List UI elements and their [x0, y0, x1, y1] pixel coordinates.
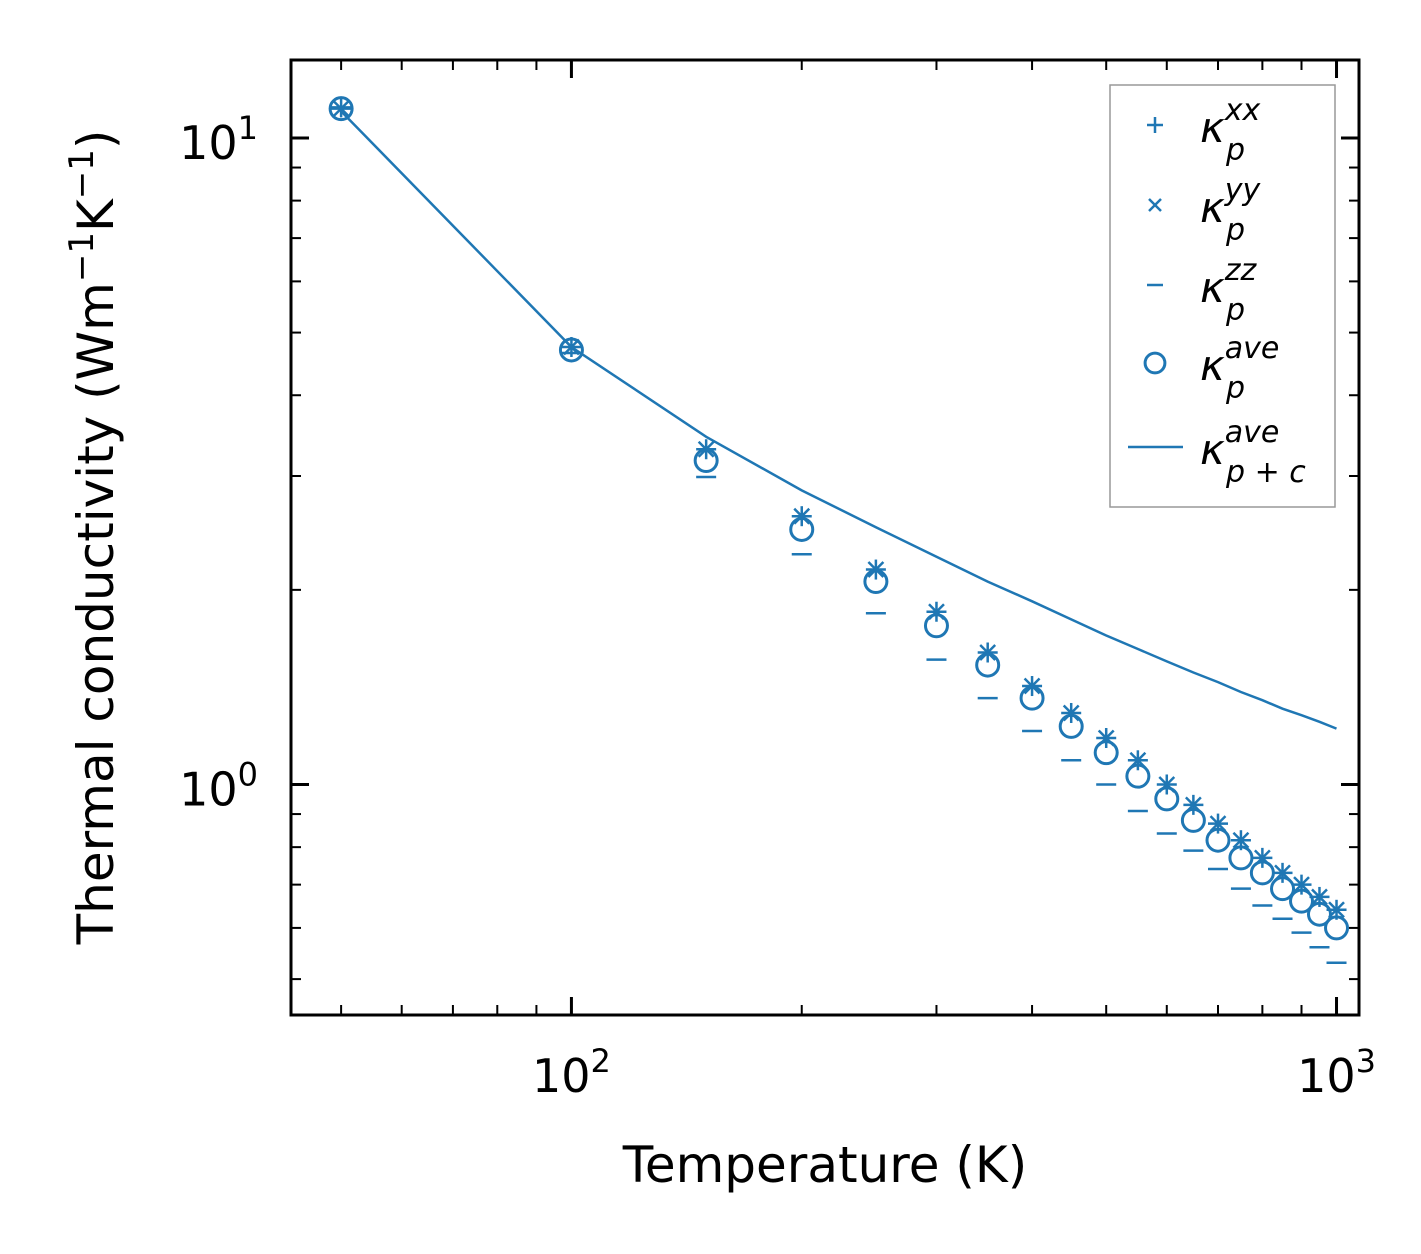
y-tick-label-exp: 0	[238, 755, 258, 793]
data-point	[1205, 827, 1231, 853]
data-point-b	[979, 644, 997, 661]
data-point	[558, 337, 584, 363]
data-point	[1289, 888, 1315, 914]
y-tick-label-base: 10	[179, 762, 238, 816]
legend-label-base: κ	[1200, 341, 1225, 390]
data-point	[1293, 876, 1310, 894]
data-point	[1306, 901, 1332, 927]
x-axis-label: Temperature (K)	[622, 1136, 1027, 1194]
legend-marker-b	[1148, 198, 1162, 212]
legend-label-sup: ave	[1225, 331, 1280, 366]
major-ticks	[291, 60, 1359, 1015]
data-point-b	[1311, 888, 1328, 906]
data-point	[975, 652, 1001, 678]
legend-label-sup: zz	[1224, 253, 1258, 288]
data-point-b	[1209, 815, 1227, 832]
minor-ticks	[291, 60, 1359, 1015]
legend-label-base: κ	[1200, 183, 1225, 232]
legend-marker	[1143, 351, 1167, 375]
data-point	[863, 569, 889, 595]
data-point	[789, 516, 815, 542]
data-point	[1180, 807, 1206, 833]
legend-label-base: κ	[1200, 263, 1225, 312]
series-kappa_p_zz	[331, 107, 1347, 964]
data-point	[1209, 815, 1227, 832]
data-point	[693, 448, 719, 474]
legend-entry: κxx p	[1147, 93, 1261, 168]
data-point	[1228, 845, 1254, 871]
legend-label: κxx p	[1200, 93, 1261, 168]
legend-label-sub: p	[1225, 133, 1245, 168]
x-tick-label-exp: 3	[1356, 1042, 1376, 1080]
data-point	[1270, 876, 1296, 902]
legend-entry: κave p + c	[1128, 415, 1306, 490]
legend-box	[1109, 84, 1336, 508]
legend-label-sup: yy	[1224, 173, 1262, 208]
x-tick-label-base: 10	[532, 1049, 591, 1103]
legend-marker	[1148, 198, 1162, 212]
data-point	[1232, 831, 1250, 849]
data-point-b	[1232, 831, 1250, 849]
series-line	[340, 110, 1337, 730]
data-point	[1019, 685, 1045, 711]
data-point-b	[1293, 876, 1310, 894]
y-axis-label-mid: K	[67, 198, 125, 232]
data-point	[1249, 860, 1275, 886]
series-kappa_p_ave	[328, 96, 1350, 941]
x-tick-label-exp: 2	[591, 1042, 611, 1080]
y-tick-label-exp: 1	[238, 109, 258, 147]
y-axis-label-exp2: −1	[62, 149, 102, 199]
y-tick-label: 100	[179, 755, 258, 816]
data-point	[979, 644, 997, 661]
data-point	[1093, 740, 1119, 766]
data-point	[923, 613, 949, 639]
data-point	[1324, 915, 1350, 941]
y-axis-label-main: Thermal conductivity (Wm	[67, 282, 125, 945]
data-layer	[328, 96, 1350, 964]
x-tick-label-base: 10	[1297, 1049, 1356, 1103]
legend-label-sub: p	[1225, 213, 1245, 248]
legend-label-base: κ	[1200, 103, 1225, 152]
series-kappa_p+c_ave	[340, 110, 1337, 730]
plot-frame	[289, 58, 1361, 1017]
legend-label-sub: p	[1225, 371, 1245, 406]
legend-entry: κyy p	[1148, 173, 1262, 248]
legend-entry: κave p	[1143, 331, 1279, 406]
legend-label-sub: p	[1225, 293, 1245, 328]
y-tick-label-base: 10	[179, 116, 238, 170]
legend-label-sup: xx	[1224, 93, 1261, 128]
data-point	[1311, 888, 1328, 906]
data-point	[1058, 713, 1084, 739]
x-tick-label: 103	[1297, 1042, 1376, 1103]
legend-label: κave p + c	[1200, 415, 1306, 490]
x-tick-label: 102	[532, 1042, 611, 1103]
y-tick-label: 101	[179, 109, 258, 170]
y-axis-label-end: )	[67, 130, 125, 150]
legend-marker	[1147, 117, 1163, 133]
legend-label-sub: p + c	[1225, 455, 1306, 490]
data-point	[1125, 763, 1151, 789]
data-point	[1154, 786, 1180, 812]
data-point	[328, 96, 354, 122]
legend-label-sup: ave	[1225, 415, 1280, 450]
legend-label: κyy p	[1200, 173, 1262, 248]
y-axis-label-exp1: −1	[62, 232, 102, 282]
legend-label: κzz p	[1200, 253, 1258, 328]
legend-entry: κzz p	[1147, 253, 1258, 328]
y-axis-label: Thermal conductivity (Wm−1K−1)	[62, 130, 125, 946]
legend-label-base: κ	[1200, 425, 1225, 474]
legend-label: κave p	[1200, 331, 1279, 406]
